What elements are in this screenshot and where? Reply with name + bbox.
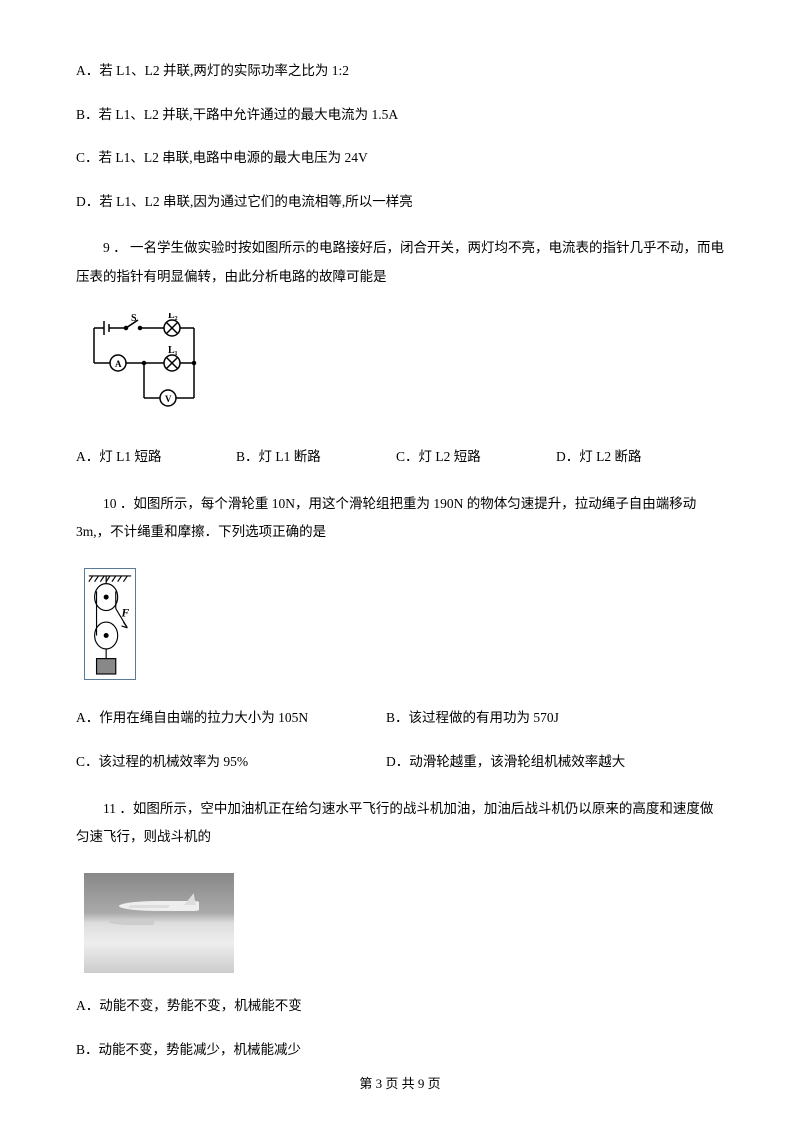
q10-options-row1: A．作用在绳自由端的拉力大小为 105N B．该过程做的有用功为 570J <box>76 707 724 729</box>
q9-circuit-figure: S L₂ L₁ A V <box>84 313 724 424</box>
q10-option-d: D．动滑轮越重，该滑轮组机械效率越大 <box>386 751 625 773</box>
q9-option-d: D．灯 L2 断路 <box>556 446 642 468</box>
q11-option-b: B．动能不变，势能减少，机械能减少 <box>76 1039 724 1061</box>
q10-pulley-figure: F <box>84 568 724 685</box>
q10-option-c: C．该过程的机械效率为 95% <box>76 751 386 773</box>
q10-options-row2: C．该过程的机械效率为 95% D．动滑轮越重，该滑轮组机械效率越大 <box>76 751 724 773</box>
force-label: F <box>121 608 130 620</box>
q8-option-d: D．若 L1、L2 串联,因为通过它们的电流相等,所以一样亮 <box>76 191 724 213</box>
lamp-l2-label: L₂ <box>168 313 178 321</box>
ammeter-label: A <box>115 359 122 369</box>
q9-option-b: B．灯 L1 断路 <box>236 446 396 468</box>
pulley-diagram-icon: F <box>84 568 136 680</box>
voltmeter-label: V <box>165 394 172 404</box>
q11-stem: 11 ．如图所示，空中加油机正在给匀速水平飞行的战斗机加油，加油后战斗机仍以原来… <box>76 795 724 852</box>
q11-option-a: A．动能不变，势能不变，机械能不变 <box>76 995 724 1017</box>
q10-stem: 10 ．如图所示，每个滑轮重 10N，用这个滑轮组把重为 190N 的物体匀速提… <box>76 490 724 547</box>
page-footer: 第 3 页 共 9 页 <box>0 1073 800 1092</box>
q10-option-b: B．该过程做的有用功为 570J <box>386 707 559 729</box>
q9-stem: 9 ． 一名学生做实验时按如图所示的电路接好后，闭合开关，两灯均不亮，电流表的指… <box>76 234 724 291</box>
q9-option-c: C．灯 L2 短路 <box>396 446 556 468</box>
circuit-diagram-icon: S L₂ L₁ A V <box>84 313 214 419</box>
switch-label: S <box>131 313 137 324</box>
q8-option-a: A．若 L1、L2 并联,两灯的实际功率之比为 1:2 <box>76 60 724 82</box>
q8-option-c: C．若 L1、L2 串联,电路中电源的最大电压为 24V <box>76 147 724 169</box>
q10-option-a: A．作用在绳自由端的拉力大小为 105N <box>76 707 386 729</box>
q9-options-row: A．灯 L1 短路 B．灯 L1 断路 C．灯 L2 短路 D．灯 L2 断路 <box>76 446 724 468</box>
airplane-refuel-icon <box>84 873 234 973</box>
q9-option-a: A．灯 L1 短路 <box>76 446 236 468</box>
q11-plane-figure <box>84 873 724 973</box>
q8-option-b: B．若 L1、L2 并联,干路中允许通过的最大电流为 1.5A <box>76 104 724 126</box>
lamp-l1-label: L₁ <box>168 345 178 356</box>
